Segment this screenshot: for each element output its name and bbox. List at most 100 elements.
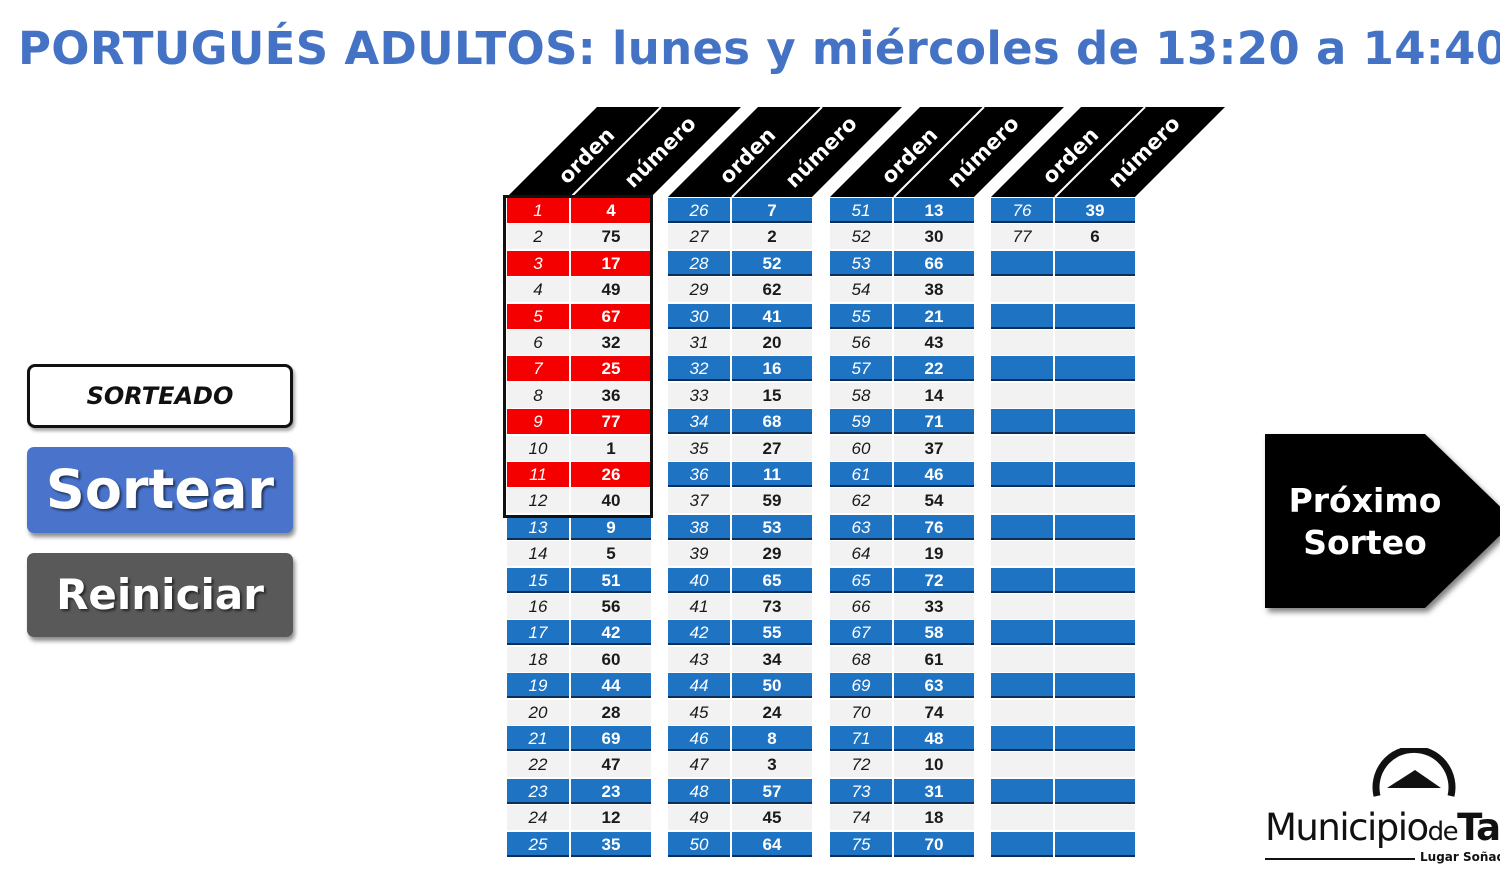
orden-cell: 50 [668,831,730,857]
numero-cell: 37 [894,435,974,461]
orden-cell: 42 [668,620,730,646]
numero-cell: 68 [732,409,812,435]
numero-cell: 24 [732,699,812,725]
numero-cell: 40 [571,488,651,514]
proximo-sorteo-button[interactable] [1265,434,1500,608]
numero-cell: 53 [732,514,812,540]
numero-cell: 1 [571,435,651,461]
numero-cell: 27 [732,435,812,461]
arrow-right-icon[interactable] [1265,434,1500,608]
orden-cell [991,831,1053,857]
sortear-button[interactable]: Sortear [27,447,293,533]
numero-cell [1055,435,1135,461]
orden-cell: 45 [668,699,730,725]
numero-cell: 17 [571,250,651,276]
numero-cell [1055,514,1135,540]
numero-cell: 14 [894,382,974,408]
numero-cell: 74 [894,699,974,725]
numero-cell: 43 [894,330,974,355]
numero-cell [1055,250,1135,276]
orden-cell: 17 [507,620,569,646]
numero-cell: 16 [732,356,812,382]
orden-cell [991,462,1053,487]
orden-cell [991,620,1053,646]
numero-cell: 54 [894,488,974,514]
orden-cell: 30 [668,303,730,329]
orden-cell: 64 [830,541,892,567]
numero-cell [1055,382,1135,408]
numero-cell: 76 [894,514,974,540]
numero-cell: 63 [894,673,974,699]
orden-cell [991,594,1053,619]
orden-cell: 52 [830,224,892,250]
numero-cell [1055,752,1135,778]
orden-cell [991,409,1053,435]
orden-cell: 63 [830,514,892,540]
orden-cell: 73 [830,778,892,804]
orden-cell: 14 [507,541,569,567]
orden-cell: 65 [830,567,892,593]
numero-cell [1055,699,1135,725]
orden-cell: 26 [668,198,730,223]
numero-cell: 65 [732,567,812,593]
header-divider [731,106,823,198]
numero-cell: 50 [732,673,812,699]
orden-cell: 70 [830,699,892,725]
orden-cell: 38 [668,514,730,540]
orden-cell: 7 [507,356,569,382]
numero-cell: 58 [894,620,974,646]
orden-cell: 23 [507,778,569,804]
orden-cell: 33 [668,382,730,408]
orden-cell: 47 [668,752,730,778]
numero-cell: 57 [732,778,812,804]
numero-cell [1055,488,1135,514]
orden-cell: 76 [991,198,1053,223]
orden-cell: 54 [830,277,892,303]
orden-cell: 66 [830,594,892,619]
numero-cell: 15 [732,382,812,408]
orden-cell: 24 [507,805,569,831]
municipio-logo: MunicipiodeTa Lugar Soñad [1265,748,1500,872]
numero-cell: 32 [571,330,651,355]
orden-cell: 28 [668,250,730,276]
orden-cell: 55 [830,303,892,329]
orden-cell: 29 [668,277,730,303]
numero-cell: 29 [732,541,812,567]
orden-cell: 37 [668,488,730,514]
orden-cell [991,541,1053,567]
orden-cell: 27 [668,224,730,250]
numero-cell: 49 [571,277,651,303]
orden-cell: 68 [830,646,892,672]
numero-cell [1055,805,1135,831]
numero-cell: 38 [894,277,974,303]
numero-cell [1055,356,1135,382]
numero-cell: 47 [571,752,651,778]
orden-cell: 6 [507,330,569,355]
reiniciar-button[interactable]: Reiniciar [27,553,293,637]
orden-cell [991,673,1053,699]
orden-cell: 48 [668,778,730,804]
orden-cell: 36 [668,462,730,487]
numero-cell [1055,541,1135,567]
orden-cell: 21 [507,726,569,751]
orden-cell [991,488,1053,514]
orden-cell: 77 [991,224,1053,250]
numero-cell: 73 [732,594,812,619]
header-divider [1054,106,1146,198]
numero-cell: 30 [894,224,974,250]
numero-cell: 25 [571,356,651,382]
numero-cell: 18 [894,805,974,831]
orden-cell: 74 [830,805,892,831]
numero-cell: 42 [571,620,651,646]
orden-cell: 34 [668,409,730,435]
numero-cell: 35 [571,831,651,857]
orden-cell: 61 [830,462,892,487]
orden-cell: 41 [668,594,730,619]
column-headers: orden número orden número orden número orden nú… [507,106,1225,198]
orden-cell: 3 [507,250,569,276]
numero-cell: 31 [894,778,974,804]
numero-cell: 55 [732,620,812,646]
numero-cell: 2 [732,224,812,250]
orden-cell [991,726,1053,751]
numero-cell: 33 [894,594,974,619]
